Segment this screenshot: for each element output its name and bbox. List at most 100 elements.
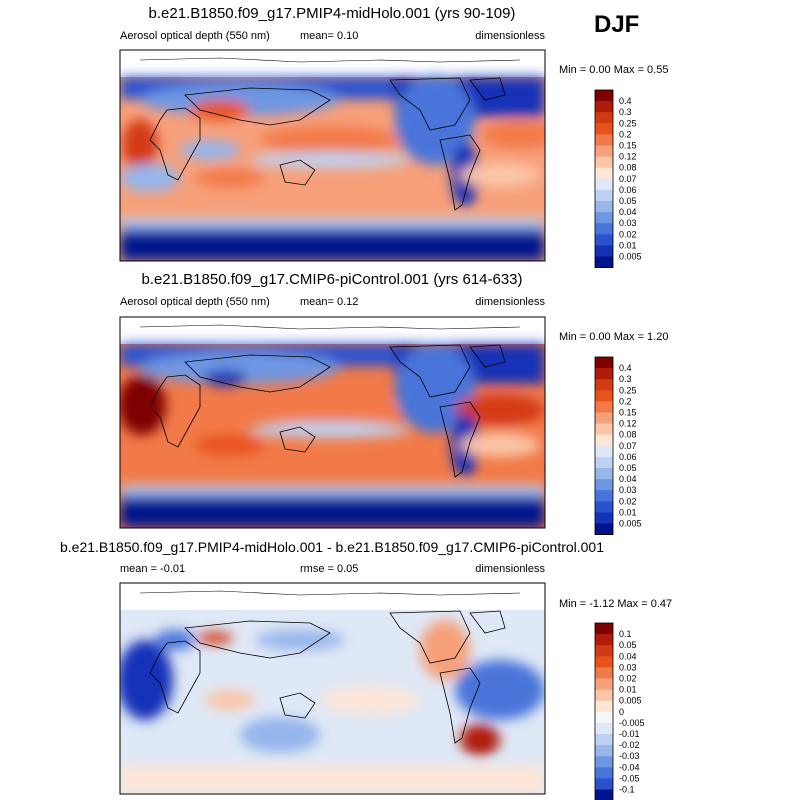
panel-2: b.e21.B1850.f09_g17.CMIP6-piControl.001 … — [119, 271, 668, 536]
colorbar-swatch — [595, 745, 613, 757]
panel-1-minmax: Min = 0.00 Max = 0.55 — [559, 64, 668, 76]
colorbar-tick-label: 0.04 — [619, 651, 637, 661]
panel-1-right-label: dimensionless — [475, 30, 545, 42]
colorbar-tick-label: 0.1 — [619, 629, 632, 639]
colorbar-swatch — [595, 368, 613, 380]
panel-1-colorbar: 0.40.30.250.20.150.120.080.070.060.050.0… — [594, 89, 642, 269]
colorbar-swatch — [595, 101, 613, 113]
colorbar-tick-label: 0 — [619, 707, 624, 717]
colorbar-swatch — [595, 112, 613, 124]
colorbar-swatch — [595, 456, 613, 469]
colorbar-tick-label: 0.2 — [619, 396, 632, 406]
colorbar-tick-label: 0.06 — [619, 452, 637, 462]
colorbar-tick-label: 0.01 — [619, 685, 637, 695]
colorbar-swatch — [595, 711, 613, 724]
colorbar-swatch — [595, 145, 613, 157]
colorbar-tick-label: 0.005 — [619, 252, 642, 262]
panel-3-frame — [119, 582, 546, 795]
panel-3-right-label: dimensionless — [475, 563, 545, 575]
colorbar-swatch — [595, 401, 613, 413]
colorbar-swatch — [595, 189, 613, 202]
colorbar-swatch — [595, 412, 613, 424]
panel-1-left-label: Aerosol optical depth (550 nm) — [120, 30, 270, 42]
colorbar-tick-label: 0.3 — [619, 374, 632, 384]
colorbar-swatch — [595, 90, 613, 102]
colorbar-swatch — [595, 223, 613, 235]
panel-1-map — [120, 50, 545, 261]
colorbar-swatch — [595, 623, 613, 635]
colorbar-tick-label: 0.07 — [619, 174, 637, 184]
colorbar-swatch — [595, 357, 613, 369]
colorbar-frame — [594, 356, 614, 536]
colorbar-swatch — [595, 645, 613, 657]
colorbar-tick-label: 0.15 — [619, 408, 637, 418]
colorbar-tick-label: -0.04 — [619, 762, 640, 772]
colorbar-tick-label: 0.06 — [619, 185, 637, 195]
colorbar-tick-label: 0.05 — [619, 463, 637, 473]
colorbar-tick-label: 0.15 — [619, 141, 637, 151]
colorbar-swatch — [595, 234, 613, 246]
colorbar-tick-label: 0.02 — [619, 496, 637, 506]
colorbar-swatch — [595, 767, 613, 779]
colorbar-frame — [594, 622, 614, 800]
colorbar-tick-label: 0.03 — [619, 662, 637, 672]
colorbar-tick-label: 0.03 — [619, 485, 637, 495]
colorbar-tick-label: 0.3 — [619, 107, 632, 117]
colorbar-swatch — [595, 512, 613, 524]
colorbar-swatch — [595, 634, 613, 646]
colorbar-tick-label: 0.04 — [619, 207, 637, 217]
panel-3-minmax: Min = -1.12 Max = 0.47 — [559, 598, 672, 610]
colorbar-tick-label: 0.04 — [619, 474, 637, 484]
colorbar-swatch — [595, 134, 613, 146]
colorbar-tick-label: -0.01 — [619, 729, 640, 739]
colorbar-swatch — [595, 778, 613, 790]
colorbar-tick-label: 0.08 — [619, 163, 637, 173]
colorbar-swatch — [595, 756, 613, 768]
colorbar-swatch — [595, 734, 613, 746]
colorbar-tick-label: 0.02 — [619, 229, 637, 239]
colorbar-swatch — [595, 423, 613, 435]
colorbar-tick-label: -0.02 — [619, 740, 640, 750]
colorbar-swatch — [595, 501, 613, 513]
colorbar-tick-label: 0.12 — [619, 419, 637, 429]
panel-1: b.e21.B1850.f09_g17.PMIP4-midHolo.001 (y… — [119, 5, 668, 269]
panel-2-colorbar: 0.40.30.250.20.150.120.080.070.060.050.0… — [594, 356, 642, 536]
colorbar-tick-label: 0.4 — [619, 96, 632, 106]
panel-2-map — [120, 317, 545, 528]
panel-2-title: b.e21.B1850.f09_g17.CMIP6-piControl.001 … — [141, 271, 522, 288]
colorbar-tick-label: -0.05 — [619, 773, 640, 783]
colorbar-tick-label: -0.03 — [619, 751, 640, 761]
colorbar-tick-label: 0.4 — [619, 363, 632, 373]
panel-3-coastlines — [139, 590, 521, 744]
colorbar-swatch — [595, 667, 613, 679]
colorbar-tick-label: -0.1 — [619, 785, 635, 795]
colorbar-swatch — [595, 722, 613, 735]
panel-3: b.e21.B1850.f09_g17.PMIP4-midHolo.001 - … — [60, 539, 672, 800]
colorbar-tick-label: 0.12 — [619, 152, 637, 162]
colorbar-swatch — [595, 434, 613, 447]
colorbar-tick-label: 0.01 — [619, 507, 637, 517]
colorbar-tick-label: 0.2 — [619, 129, 632, 139]
colorbar-swatch — [595, 523, 613, 535]
panel-2-left-label: Aerosol optical depth (550 nm) — [120, 296, 270, 308]
panel-2-coastlines — [139, 324, 521, 478]
panel-3-colorbar: 0.10.050.040.03 0.020.010.0050-0.005-0.01… — [594, 622, 645, 800]
colorbar-swatch — [595, 178, 613, 191]
panel-2-right-label: dimensionless — [475, 296, 545, 308]
colorbar-tick-label: 0.08 — [619, 430, 637, 440]
colorbar-frame — [594, 89, 614, 269]
colorbar-tick-label: -0.005 — [619, 718, 645, 728]
panel-3-left-label: mean = -0.01 — [120, 563, 185, 575]
season-label: DJF — [594, 11, 639, 38]
panel-3-title: b.e21.B1850.f09_g17.PMIP4-midHolo.001 - … — [60, 539, 604, 555]
colorbar-swatch — [595, 479, 613, 491]
colorbar-swatch — [595, 678, 613, 690]
panel-1-title: b.e21.B1850.f09_g17.PMIP4-midHolo.001 (y… — [149, 5, 516, 22]
colorbar-tick-label: 0.25 — [619, 118, 637, 128]
colorbar-swatch — [595, 468, 613, 480]
panel-1-frame — [119, 49, 546, 262]
colorbar-swatch — [595, 167, 613, 180]
panel-1-coastlines — [139, 57, 521, 211]
colorbar-tick-label: 0.05 — [619, 640, 637, 650]
colorbar-tick-label: 0.005 — [619, 696, 642, 706]
